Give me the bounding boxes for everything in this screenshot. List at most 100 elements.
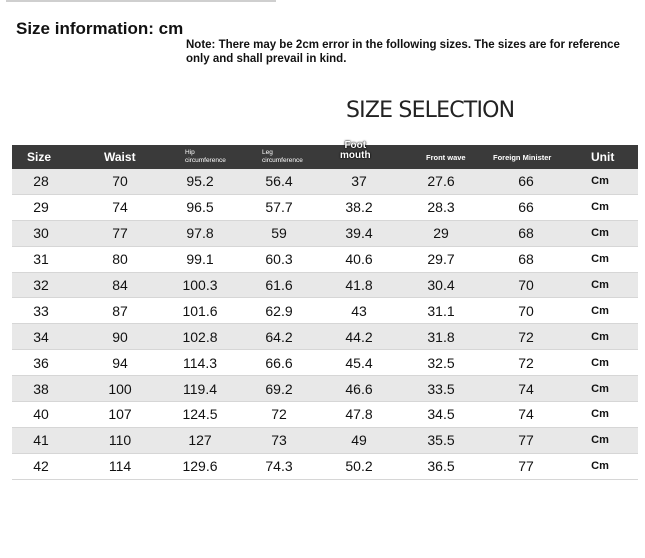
cell-front: 29.7 [427, 251, 455, 268]
cell-unit: Cm [591, 253, 609, 266]
cell-waist: 74 [112, 199, 128, 216]
cell-front: 35.5 [427, 432, 455, 449]
cell-unit: Cm [591, 304, 609, 317]
table-row: 29 74 96.5 57.7 38.2 28.3 66 Cm [12, 195, 638, 221]
size-selection-title: SIZE SELECTION [346, 98, 515, 123]
cell-front: 36.5 [427, 458, 455, 475]
cell-size: 41 [33, 432, 49, 449]
cell-foreign: 72 [518, 354, 534, 371]
table-row: 32 84 100.3 61.6 41.8 30.4 70 Cm [12, 272, 638, 299]
cell-waist: 80 [112, 251, 128, 268]
table-row: 33 87 101.6 62.9 43 31.1 70 Cm [12, 298, 638, 325]
cell-front: 27.6 [427, 173, 455, 190]
header-hip: Hip circumference [185, 145, 226, 169]
cell-waist: 87 [112, 302, 128, 319]
cell-size: 29 [33, 199, 49, 216]
cell-leg: 64.2 [265, 328, 293, 345]
table-row: 30 77 97.8 59 39.4 29 68 Cm [12, 220, 638, 247]
cell-unit: Cm [591, 460, 609, 473]
table-row: 42 114 129.6 74.3 50.2 36.5 77 Cm [12, 454, 638, 480]
cell-front: 30.4 [427, 277, 455, 293]
cell-foot: 49 [351, 432, 367, 449]
header-unit: Unit [591, 150, 615, 164]
cell-waist: 84 [112, 277, 128, 293]
cell-front: 31.1 [427, 302, 455, 319]
cell-size: 32 [33, 277, 49, 293]
cell-front: 34.5 [427, 406, 455, 423]
cell-foot: 44.2 [345, 328, 373, 345]
cell-size: 28 [33, 173, 49, 190]
cell-foreign: 74 [518, 406, 534, 423]
header-foot-line1: Foot [344, 140, 367, 151]
cell-foreign: 77 [518, 432, 534, 449]
cell-size: 38 [33, 380, 49, 397]
cell-hip: 119.4 [183, 380, 217, 397]
cell-foreign: 77 [518, 458, 534, 475]
cell-unit: Cm [591, 175, 609, 188]
cell-waist: 90 [112, 328, 128, 345]
cell-unit: Cm [591, 434, 609, 447]
cell-foreign: 74 [518, 380, 534, 397]
cell-hip: 97.8 [186, 225, 214, 242]
cell-leg: 72 [271, 406, 287, 423]
cell-foot: 46.6 [345, 380, 373, 397]
cell-size: 31 [33, 251, 49, 268]
cell-waist: 70 [112, 173, 128, 190]
size-table: Size Waist Hip circumference Leg circumf… [12, 141, 638, 480]
header-hip-line2: circumference [185, 157, 226, 164]
cell-leg: 61.6 [265, 277, 293, 293]
header-size: Size [27, 150, 52, 164]
cell-unit: Cm [591, 356, 609, 369]
table-header: Size Waist Hip circumference Leg circumf… [12, 141, 638, 169]
cell-leg: 66.6 [265, 354, 293, 371]
cell-front: 28.3 [427, 199, 455, 216]
header-foot-mouth: Foot mouth [340, 141, 371, 171]
cell-foot: 41.8 [345, 277, 373, 293]
cell-waist: 100 [108, 380, 132, 397]
cell-leg: 62.9 [265, 302, 293, 319]
cell-leg: 57.7 [265, 199, 293, 216]
cell-hip: 129.6 [182, 458, 218, 475]
cell-size: 30 [33, 225, 49, 242]
table-body: 28 70 95.2 56.4 37 27.6 66 Cm 29 74 96.5 57.7 38.2 28… [12, 169, 638, 480]
cell-leg: 59 [271, 225, 287, 242]
cell-size: 40 [33, 406, 49, 423]
header-front-wave: Front wave [426, 152, 466, 162]
cell-waist: 114 [108, 458, 132, 475]
table-row: 36 94 114.3 66.6 45.4 32.5 72 Cm [12, 350, 638, 377]
cell-unit: Cm [591, 227, 609, 240]
table-row: 41 110 127 73 49 35.5 77 Cm [12, 427, 638, 454]
cell-unit: Cm [591, 330, 609, 343]
header-waist: Waist [104, 150, 136, 164]
table-row: 31 80 99.1 60.3 40.6 29.7 68 Cm [12, 247, 638, 273]
cell-front: 31.8 [427, 328, 455, 345]
cell-unit: Cm [591, 382, 609, 395]
table-row: 40 107 124.5 72 47.8 34.5 74 Cm [12, 402, 638, 428]
size-note: Note: There may be 2cm error in the foll… [186, 39, 620, 65]
cell-foreign: 68 [518, 251, 534, 268]
cell-foreign: 66 [518, 199, 534, 216]
cell-hip: 96.5 [186, 199, 214, 216]
header-leg-line2: circumference [262, 157, 303, 164]
cell-unit: Cm [591, 408, 609, 421]
header-foreign-minister: Foreign Minister [493, 152, 552, 162]
header-hip-line1: Hip [185, 149, 195, 156]
cell-unit: Cm [591, 279, 609, 291]
cell-hip: 114.3 [183, 354, 217, 371]
top-divider [6, 0, 276, 2]
cell-leg: 60.3 [265, 251, 293, 268]
cell-waist: 94 [112, 354, 128, 371]
cell-foreign: 72 [518, 328, 534, 345]
cell-waist: 110 [108, 432, 132, 449]
cell-foot: 50.2 [345, 458, 373, 475]
cell-hip: 102.8 [182, 328, 218, 345]
cell-foot: 43 [351, 302, 367, 319]
cell-foot: 47.8 [345, 406, 373, 423]
cell-foot: 38.2 [345, 199, 373, 216]
header-leg-line1: Leg [262, 149, 273, 156]
cell-front: 32.5 [427, 354, 455, 371]
cell-hip: 100.3 [182, 277, 218, 293]
page-heading: Size information: cm [16, 19, 184, 38]
cell-leg: 74.3 [265, 458, 293, 475]
cell-leg: 73 [271, 432, 287, 449]
